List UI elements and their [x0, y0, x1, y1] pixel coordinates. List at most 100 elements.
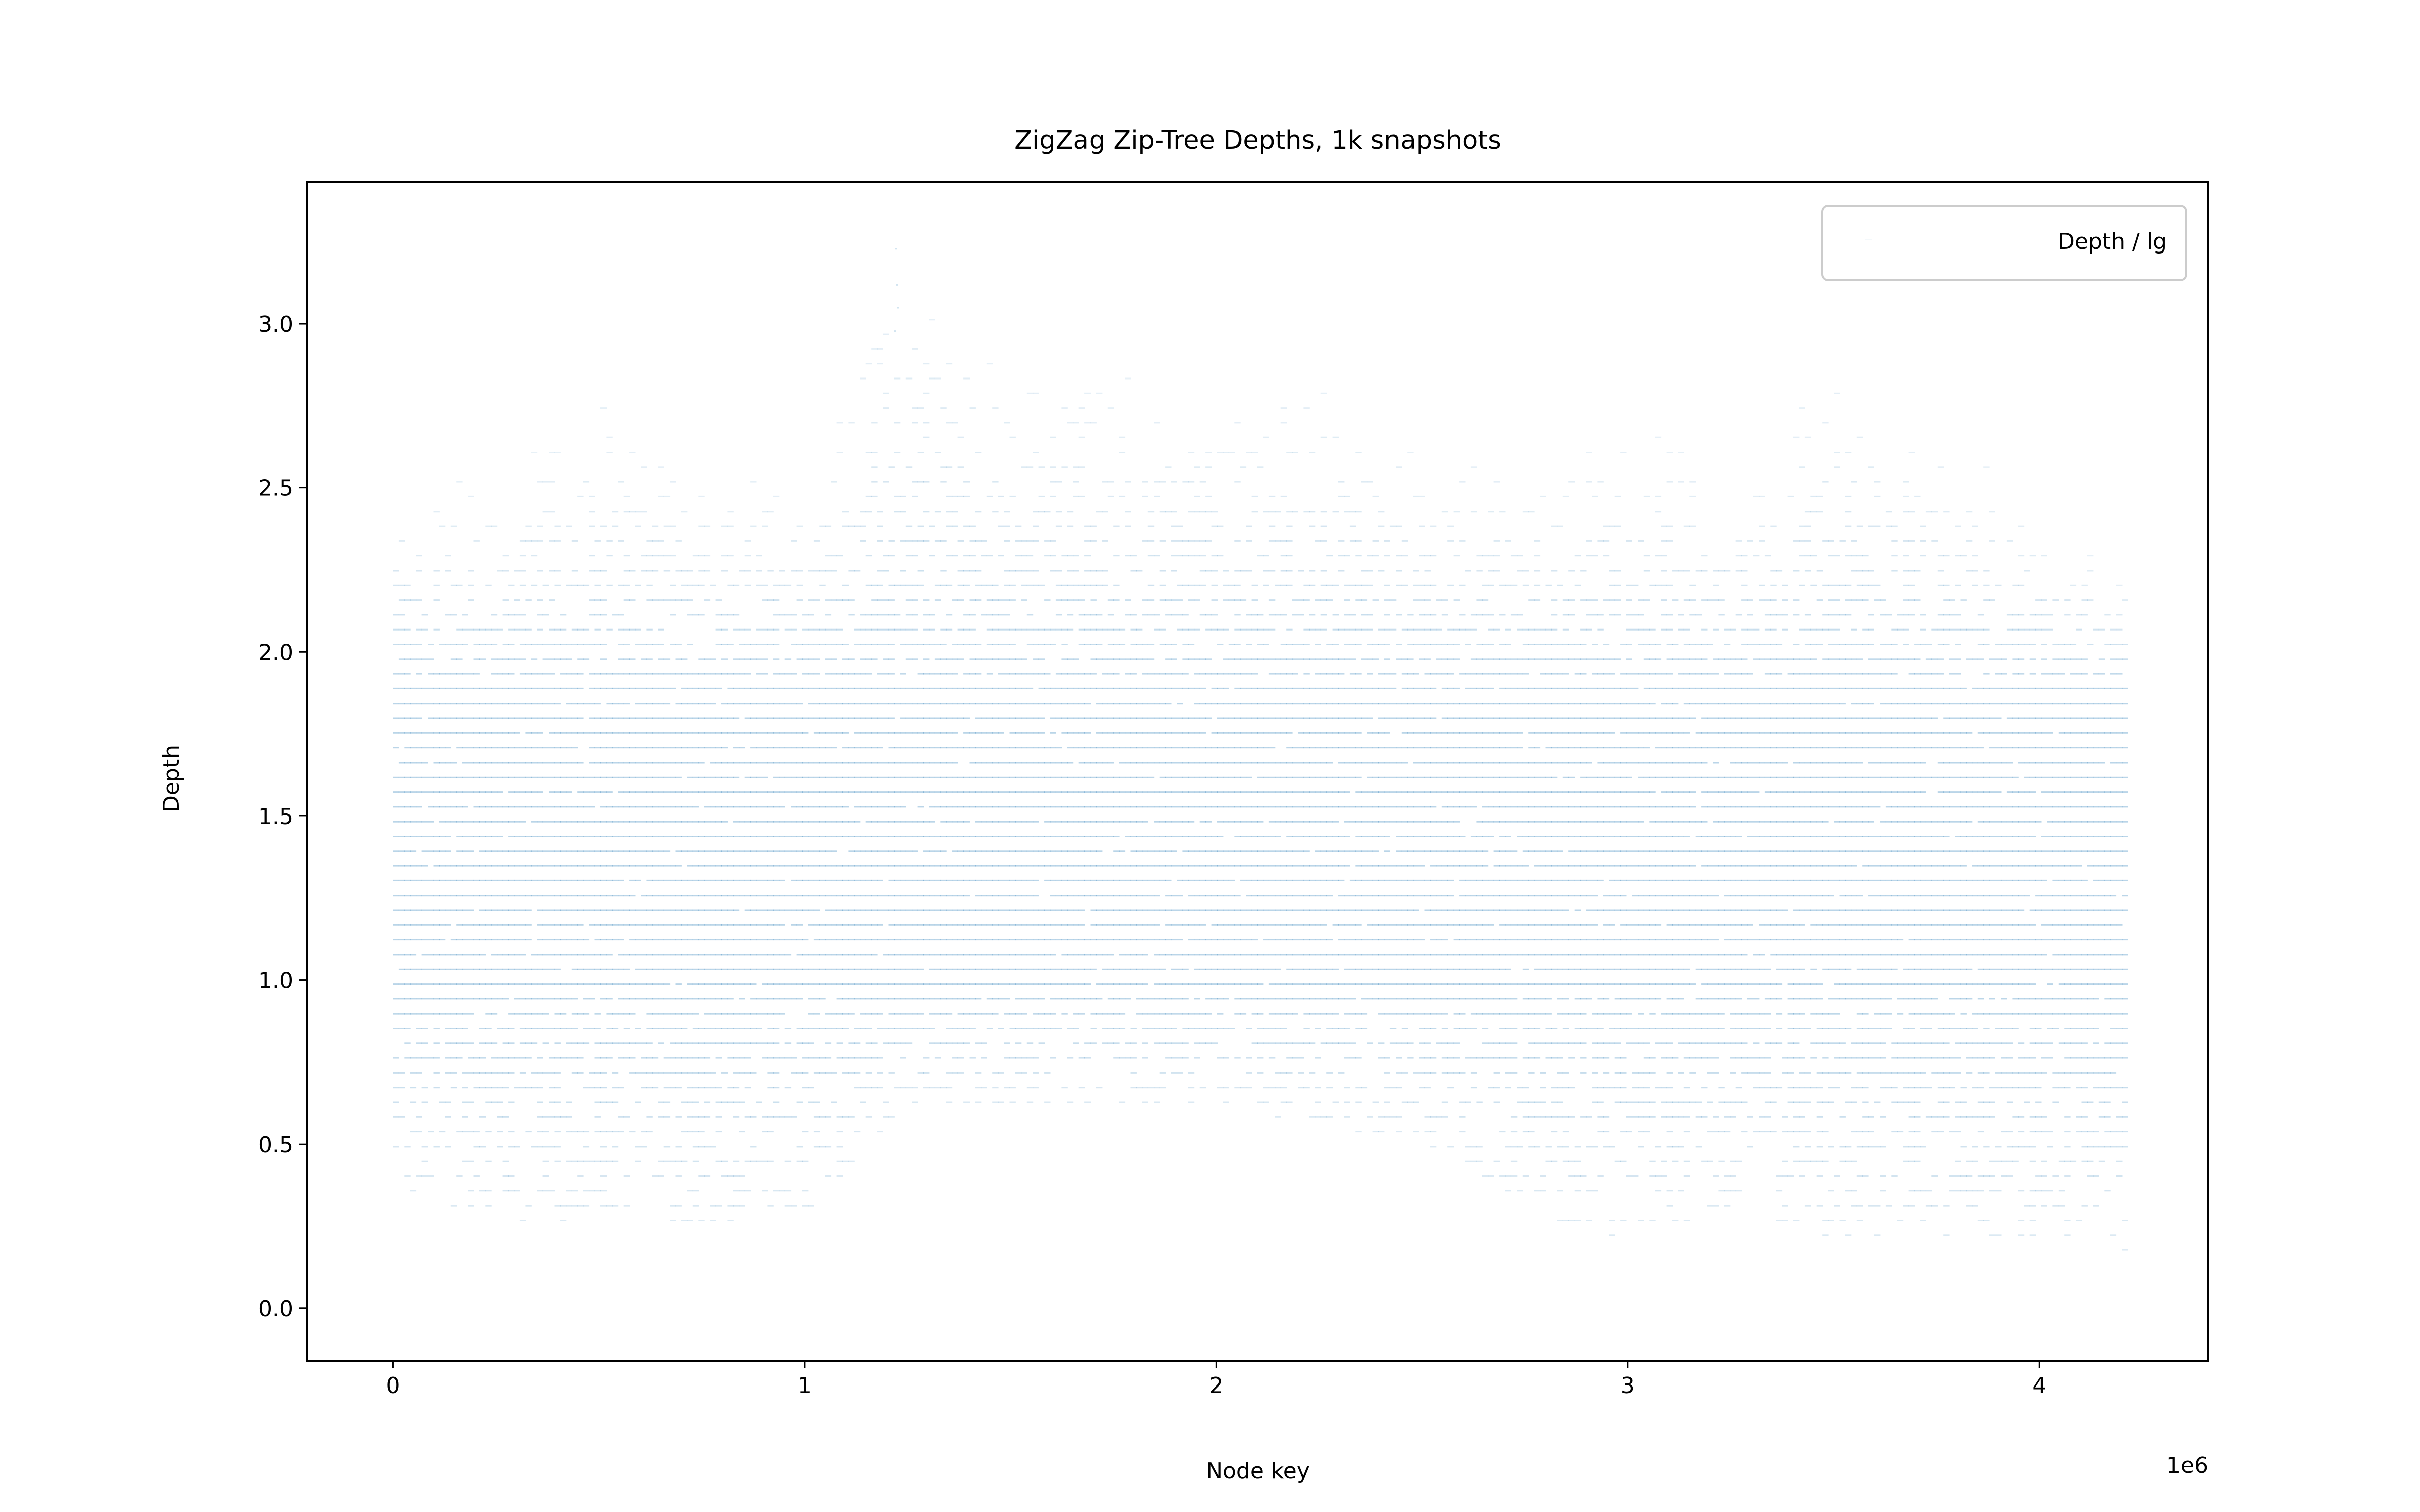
- scatter-point: [1989, 954, 1995, 956]
- scatter-point: [704, 968, 711, 970]
- scatter-point: [1482, 983, 1489, 985]
- scatter-point: [404, 998, 411, 1000]
- scatter-point: [808, 924, 814, 926]
- scatter-point: [1672, 879, 1679, 881]
- scatter-point: [583, 1160, 590, 1162]
- scatter-point: [1655, 954, 1662, 956]
- scatter-point: [940, 939, 947, 941]
- scatter-point: [2018, 1072, 2025, 1074]
- scatter-point: [473, 1175, 480, 1177]
- scatter-point: [1033, 879, 1039, 881]
- scatter-point: [468, 1190, 474, 1192]
- scatter-point: [583, 850, 590, 852]
- scatter-point: [687, 1072, 693, 1074]
- scatter-point: [1603, 968, 1610, 970]
- scatter-point: [623, 954, 630, 956]
- scatter-point: [1851, 1057, 1857, 1059]
- scatter-point: [692, 1057, 699, 1059]
- scatter-point: [1822, 1028, 1829, 1029]
- scatter-point: [658, 879, 664, 881]
- scatter-point: [1522, 1087, 1529, 1089]
- scatter-point: [600, 1175, 607, 1177]
- scatter-point: [1828, 1013, 1834, 1015]
- scatter-point: [1522, 1028, 1529, 1029]
- scatter-point: [1816, 895, 1823, 897]
- scatter-point: [1078, 983, 1085, 985]
- scatter-point: [756, 998, 762, 1000]
- scatter-point: [1430, 879, 1437, 881]
- scatter-point: [2035, 1175, 2042, 1177]
- scatter-point: [1828, 1220, 1834, 1221]
- scatter-point: [1920, 1146, 1926, 1148]
- scatter-point: [519, 983, 526, 985]
- scatter-point: [2064, 968, 2071, 970]
- scatter-point: [1735, 968, 1742, 970]
- scatter-point: [900, 1013, 906, 1015]
- scatter-point: [1320, 865, 1327, 867]
- scatter-point: [1695, 998, 1702, 1000]
- scatter-point: [1540, 983, 1546, 985]
- scatter-point: [1643, 983, 1650, 985]
- scatter-point: [583, 1131, 590, 1133]
- scatter-point: [1528, 1057, 1535, 1059]
- scatter-point: [1707, 909, 1713, 911]
- scatter-point: [670, 1220, 676, 1221]
- scatter-point: [1891, 968, 1898, 970]
- scatter-point: [1407, 1101, 1414, 1103]
- scatter-point: [681, 1028, 688, 1029]
- scatter-point: [1678, 1072, 1684, 1074]
- scatter-point: [1447, 983, 1454, 985]
- scatter-point: [577, 850, 584, 852]
- scatter-point: [1465, 1057, 1471, 1059]
- scatter-point: [531, 1028, 538, 1029]
- scatter-point: [1972, 1116, 1978, 1118]
- scatter-point: [577, 1205, 584, 1207]
- scatter-point: [1182, 968, 1189, 970]
- scatter-point: [1603, 1072, 1610, 1074]
- scatter-point: [1862, 1072, 1869, 1074]
- scatter-point: [1799, 1087, 1805, 1089]
- scatter-point: [1787, 1013, 1794, 1015]
- scatter-point: [1096, 954, 1103, 956]
- scatter-point: [1372, 983, 1379, 985]
- scatter-point: [1424, 1042, 1431, 1044]
- scatter-point: [860, 1028, 866, 1029]
- scatter-point: [1441, 909, 1448, 911]
- scatter-point: [681, 1072, 688, 1074]
- scatter-point: [1286, 968, 1293, 970]
- scatter-point: [600, 895, 607, 897]
- scatter-point: [508, 895, 515, 897]
- scatter-point: [641, 1042, 647, 1044]
- scatter-point: [848, 968, 855, 970]
- scatter-point: [888, 1072, 895, 1074]
- scatter-point: [663, 924, 671, 926]
- scatter-point: [1839, 909, 1846, 911]
- scatter-point: [1678, 1190, 1684, 1192]
- scatter-point: [1868, 865, 1874, 867]
- scatter-point: [2024, 1101, 2030, 1103]
- scatter-point: [491, 1087, 498, 1089]
- scatter-point: [1822, 968, 1829, 970]
- scatter-point: [1897, 895, 1904, 897]
- scatter-point: [1540, 909, 1546, 911]
- scatter-point: [1234, 895, 1241, 897]
- scatter-point: [779, 924, 785, 926]
- scatter-point: [1638, 879, 1644, 881]
- scatter-point: [1747, 879, 1753, 881]
- scatter-point: [1050, 1028, 1056, 1029]
- scatter-point: [986, 1028, 993, 1029]
- scatter-point: [1730, 1160, 1736, 1162]
- scatter-point: [1707, 954, 1713, 956]
- scatter-point: [1643, 998, 1650, 1000]
- scatter-point: [981, 924, 987, 926]
- scatter-point: [658, 850, 664, 852]
- scatter-point: [652, 1087, 659, 1089]
- scatter-point: [519, 1072, 526, 1074]
- scatter-point: [1545, 954, 1552, 956]
- scatter-point: [675, 1087, 682, 1089]
- scatter-point: [1995, 939, 2002, 941]
- scatter-point: [975, 1042, 982, 1044]
- scatter-point: [2076, 1220, 2082, 1221]
- scatter-point: [1689, 1072, 1696, 1074]
- scatter-point: [1707, 1028, 1713, 1029]
